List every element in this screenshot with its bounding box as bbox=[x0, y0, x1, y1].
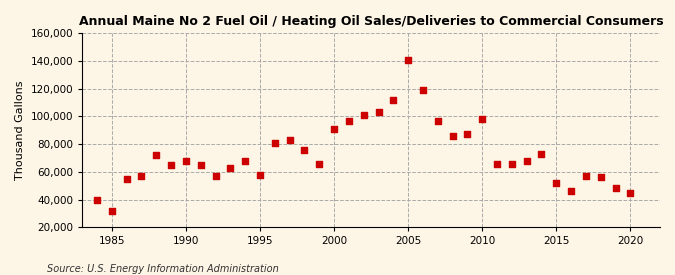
Point bbox=[240, 159, 250, 163]
Point bbox=[195, 163, 206, 167]
Title: Annual Maine No 2 Fuel Oil / Heating Oil Sales/Deliveries to Commercial Consumer: Annual Maine No 2 Fuel Oil / Heating Oil… bbox=[79, 15, 664, 28]
Point bbox=[491, 161, 502, 166]
Point bbox=[225, 166, 236, 170]
Point bbox=[595, 175, 606, 180]
Point bbox=[180, 159, 191, 163]
Point bbox=[314, 161, 325, 166]
Point bbox=[344, 118, 354, 123]
Point bbox=[403, 57, 414, 62]
Point bbox=[92, 197, 103, 202]
Point bbox=[254, 172, 265, 177]
Point bbox=[373, 110, 384, 114]
Point bbox=[136, 174, 147, 178]
Point bbox=[610, 186, 621, 191]
Point bbox=[580, 174, 591, 178]
Point bbox=[625, 190, 636, 195]
Text: Source: U.S. Energy Information Administration: Source: U.S. Energy Information Administ… bbox=[47, 264, 279, 274]
Point bbox=[433, 118, 443, 123]
Point bbox=[107, 208, 117, 213]
Point bbox=[462, 132, 472, 137]
Y-axis label: Thousand Gallons: Thousand Gallons bbox=[15, 81, 25, 180]
Point bbox=[551, 181, 562, 185]
Point bbox=[506, 161, 517, 166]
Point bbox=[521, 159, 532, 163]
Point bbox=[566, 189, 576, 193]
Point bbox=[358, 113, 369, 117]
Point bbox=[388, 98, 399, 102]
Point bbox=[477, 117, 487, 121]
Point bbox=[151, 153, 162, 157]
Point bbox=[299, 147, 310, 152]
Point bbox=[210, 174, 221, 178]
Point bbox=[329, 127, 340, 131]
Point bbox=[122, 177, 132, 181]
Point bbox=[269, 141, 280, 145]
Point bbox=[536, 152, 547, 156]
Point bbox=[284, 138, 295, 142]
Point bbox=[165, 163, 176, 167]
Point bbox=[448, 134, 458, 138]
Point bbox=[418, 88, 429, 92]
